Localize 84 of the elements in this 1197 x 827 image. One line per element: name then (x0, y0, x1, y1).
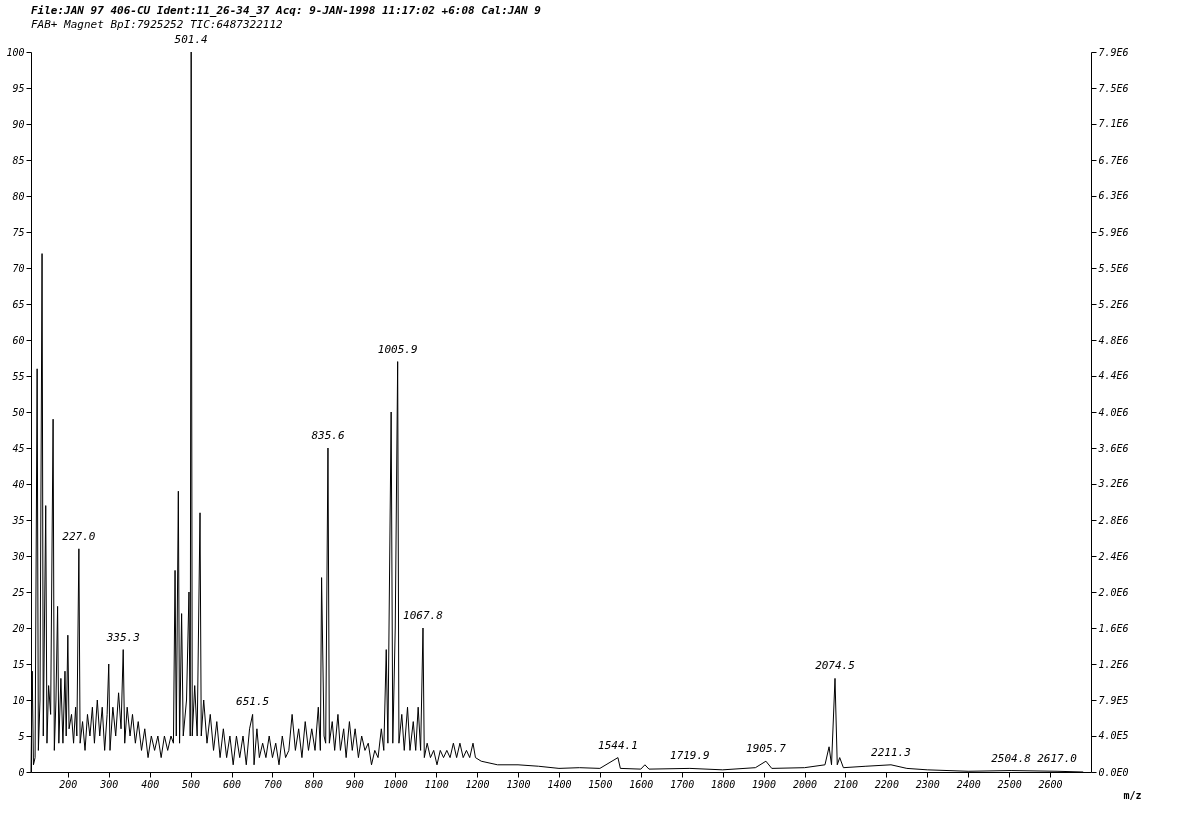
annotation: 1544.1 (598, 738, 638, 752)
annotation: 1719.9 (670, 749, 710, 763)
y-tick-label: 75 (12, 226, 25, 238)
y2-tick-label: 2.4E6 (1098, 550, 1129, 562)
x-tick-label: 2400 (956, 778, 981, 790)
y2-tick-label: 4.4E6 (1098, 370, 1129, 382)
x-axis-title: m/z (1123, 789, 1142, 801)
y-tick-label: 30 (11, 550, 25, 562)
annotation: 335.3 (105, 630, 140, 644)
y2-tick-label: 3.2E6 (1097, 478, 1129, 490)
x-tick-label: 2000 (792, 778, 818, 790)
y2-tick-label: 0.0E0 (1098, 766, 1129, 778)
y2-tick-label: 3.6E6 (1097, 442, 1129, 454)
annotation: 651.5 (236, 695, 270, 709)
x-tick-label: 1200 (465, 778, 490, 790)
y2-tick-label: 4.8E6 (1098, 334, 1129, 346)
annotation: 501.4 (174, 33, 208, 46)
y-tick-label: 100 (6, 46, 25, 58)
y2-tick-label: 6.7E6 (1098, 154, 1129, 166)
annotation: 2504.8 (991, 751, 1032, 765)
y2-tick-label: 7.1E6 (1098, 118, 1129, 130)
annotation: 1005.9 (377, 342, 418, 356)
y2-tick-label: 5.2E6 (1098, 298, 1129, 310)
x-tick-label: 1500 (588, 778, 613, 790)
x-tick-label: 1700 (670, 778, 695, 790)
y2-tick-label: 2.0E6 (1098, 586, 1129, 598)
y-tick-label: 70 (12, 262, 25, 274)
x-tick-label: 400 (141, 778, 160, 790)
y-tick-label: 90 (12, 118, 25, 130)
x-tick-label: 1400 (547, 778, 572, 790)
x-tick-label: 1900 (752, 778, 777, 790)
y-tick-label: 95 (12, 82, 25, 94)
x-tick-label: 2200 (874, 778, 899, 790)
y2-tick-label: 5.9E6 (1098, 226, 1129, 238)
x-tick-label: 1600 (629, 778, 654, 790)
y-tick-label: 55 (12, 370, 25, 382)
chart-subtitle: FAB+ Magnet BpI:7925252 TIC:6487322112 (31, 18, 284, 31)
x-tick-label: 2300 (915, 778, 940, 790)
y-tick-label: 5 (18, 730, 25, 742)
x-tick-label: 1000 (383, 778, 408, 790)
y2-tick-label: 7.9E6 (1098, 46, 1129, 58)
x-tick-label: 2500 (997, 778, 1022, 790)
y2-tick-label: 4.0E5 (1098, 730, 1129, 742)
x-tick-label: 700 (263, 778, 282, 790)
x-tick-label: 2600 (1038, 778, 1063, 790)
annotation: 2074.5 (815, 659, 855, 673)
y-tick-label: 35 (11, 514, 25, 526)
y-tick-label: 50 (12, 406, 25, 418)
y-tick-label: 25 (12, 586, 25, 598)
x-tick-label: 600 (223, 778, 242, 790)
annotation: 2617.0 (1037, 752, 1078, 766)
x-tick-label: 2100 (833, 778, 858, 790)
y2-tick-label: 4.0E6 (1098, 406, 1129, 418)
x-tick-label: 500 (182, 778, 201, 790)
chart-title: File:JAN 97 406-CU Ident:11_26-34_37 Acq: 9-JAN-1998 11:17:02 +6:08 Cal:JAN 9 (31, 4, 542, 17)
annotation: 227.0 (62, 529, 96, 543)
y-tick-label: 10 (12, 694, 25, 706)
x-tick-label: 800 (304, 778, 323, 790)
y-tick-label: 0 (18, 766, 25, 778)
y-tick-label: 60 (12, 334, 25, 346)
x-tick-label: 300 (99, 778, 119, 790)
x-tick-label: 900 (345, 778, 364, 790)
y-tick-label: 85 (12, 154, 25, 166)
y2-tick-label: 7.5E6 (1098, 82, 1129, 94)
y2-tick-label: 1.6E6 (1098, 622, 1129, 634)
y2-tick-label: 7.9E5 (1098, 694, 1129, 706)
y-tick-label: 65 (12, 298, 25, 310)
x-tick-label: 1800 (711, 778, 736, 790)
y2-tick-label: 1.2E6 (1098, 658, 1129, 670)
x-tick-label: 1100 (424, 778, 449, 790)
y-tick-label: 45 (12, 442, 25, 454)
annotation: 835.6 (311, 429, 345, 442)
y2-tick-label: 5.5E6 (1098, 262, 1129, 274)
annotation: 1905.7 (746, 742, 787, 756)
x-tick-label: 1300 (506, 778, 531, 790)
annotation: 1067.8 (403, 609, 444, 622)
y2-tick-label: 2.8E6 (1098, 514, 1129, 526)
y-tick-label: 40 (12, 478, 25, 490)
x-tick-label: 200 (59, 778, 78, 790)
y2-tick-label: 6.3E6 (1098, 190, 1129, 202)
y-tick-label: 20 (12, 622, 25, 634)
y-tick-label: 80 (12, 190, 25, 202)
y-tick-label: 15 (12, 658, 25, 670)
annotation: 2211.3 (871, 745, 911, 759)
